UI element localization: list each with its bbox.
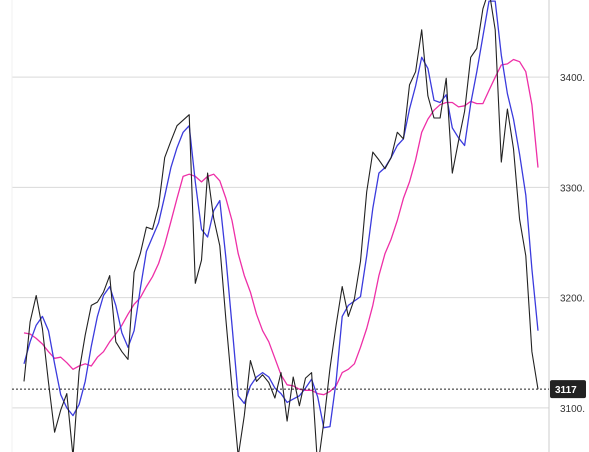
series-lines: [23, 0, 539, 452]
series-line-price: [23, 0, 539, 452]
grid-lines: [12, 76, 549, 409]
price-axis: 3100. 3200. 3300. 3400.: [560, 73, 585, 415]
last-price-tag-background: [550, 380, 586, 399]
last-price-tag-label: 3117: [555, 385, 577, 396]
last-price-tag: 3117: [550, 380, 586, 399]
y-tick-label: 3100.: [560, 404, 585, 415]
y-tick-label: 3300.: [560, 183, 585, 194]
y-tick-label: 3400.: [560, 73, 585, 84]
series-line-ma-fast: [23, 0, 539, 429]
y-tick-label: 3200.: [560, 294, 585, 305]
